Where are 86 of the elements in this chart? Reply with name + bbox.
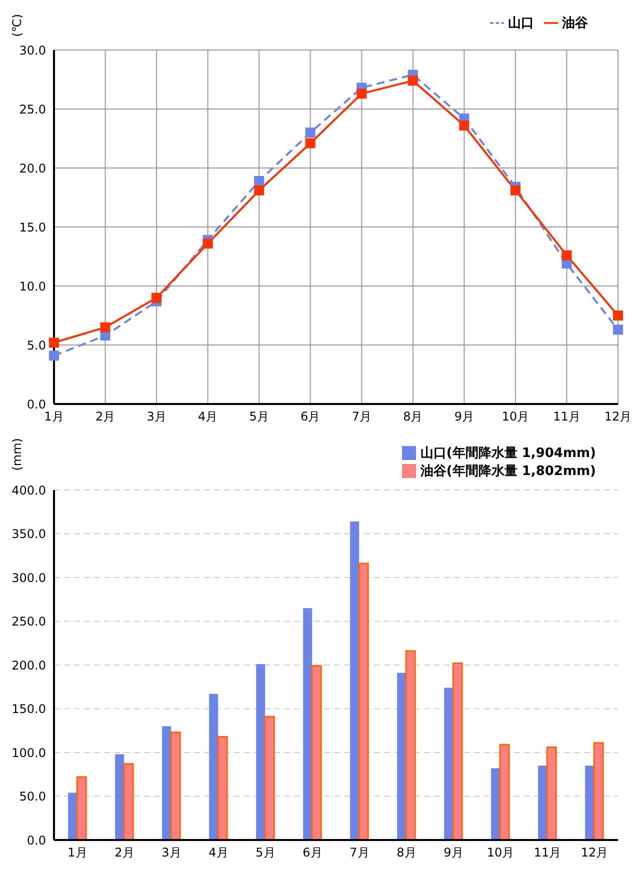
y-axis-title: (mm) — [10, 438, 24, 471]
point — [356, 88, 367, 99]
y-tick-label: 150.0 — [12, 702, 46, 716]
bar — [170, 732, 181, 840]
bar — [358, 562, 369, 840]
x-tick-label: 12月 — [604, 410, 632, 424]
y-tick-label: 300.0 — [12, 570, 46, 585]
x-tick-label: 1月 — [44, 410, 64, 424]
x-tick-label: 3月 — [146, 410, 166, 424]
point — [49, 338, 59, 348]
y-tick-label: 25.0 — [19, 102, 46, 116]
bar — [264, 716, 275, 840]
point — [49, 350, 59, 361]
point — [562, 250, 572, 260]
bar — [444, 688, 454, 840]
x-tick-label: 10月 — [502, 410, 530, 424]
x-tick-label: 5月 — [256, 846, 276, 860]
x-tick-label: 6月 — [300, 410, 320, 424]
x-tick-label: 5月 — [249, 410, 269, 424]
y-tick-label: 0.0 — [26, 833, 46, 848]
point — [100, 322, 110, 332]
bar — [217, 736, 228, 840]
point — [202, 238, 213, 249]
x-tick-label: 7月 — [350, 846, 370, 860]
x-tick-label: 11月 — [534, 846, 562, 860]
y-tick-label: 20.0 — [19, 161, 46, 176]
bar — [499, 744, 510, 840]
y-axis-title: (℃) — [10, 14, 24, 37]
point — [305, 128, 316, 138]
y-tick-label: 30.0 — [19, 43, 46, 58]
bar — [115, 754, 124, 840]
y-tick-label: 10.0 — [19, 279, 46, 294]
bar — [123, 763, 134, 840]
y-tick-label: 0.0 — [26, 397, 46, 412]
y-tick-label: 5.0 — [26, 338, 46, 352]
point — [613, 324, 623, 335]
x-tick-label: 9月 — [444, 846, 464, 860]
point — [254, 176, 264, 186]
y-tick-label: 200.0 — [12, 658, 46, 672]
bar — [311, 665, 322, 840]
point — [305, 138, 316, 148]
bar — [585, 766, 594, 840]
point — [613, 310, 623, 320]
point — [459, 120, 470, 131]
x-tick-label: 9月 — [454, 410, 474, 424]
legend-label: 山口(年間降水量 1,904mm) — [420, 446, 596, 461]
point — [510, 185, 520, 196]
bar — [256, 664, 266, 840]
bar — [397, 672, 406, 840]
point — [152, 292, 162, 303]
bar — [76, 776, 87, 840]
x-tick-label: 2月 — [95, 410, 116, 424]
x-tick-label: 6月 — [302, 846, 322, 860]
bar — [452, 662, 463, 840]
x-tick-label: 12月 — [580, 846, 608, 860]
x-tick-label: 1月 — [68, 846, 88, 860]
legend-label: 山口 — [508, 16, 534, 31]
x-tick-label: 8月 — [403, 410, 423, 424]
bar — [405, 650, 416, 840]
x-tick-label: 4月 — [208, 846, 228, 860]
legend-label: 油谷(年間降水量 1,802mm) — [420, 464, 596, 479]
y-tick-label: 250.0 — [12, 614, 46, 629]
legend-label: 油谷 — [562, 16, 588, 31]
y-tick-label: 100.0 — [12, 746, 46, 760]
x-tick-label: 2月 — [114, 846, 134, 860]
bar — [546, 746, 557, 840]
x-tick-label: 10月 — [486, 846, 514, 860]
point — [408, 76, 418, 86]
x-tick-label: 8月 — [396, 846, 416, 860]
y-tick-label: 15.0 — [19, 220, 46, 234]
x-tick-label: 7月 — [352, 410, 372, 424]
x-tick-label: 3月 — [162, 846, 182, 860]
bar — [350, 522, 360, 840]
bar — [303, 608, 312, 840]
bar — [593, 742, 604, 840]
bar — [538, 766, 548, 840]
bar — [68, 792, 78, 840]
bar — [209, 694, 218, 840]
x-tick-label: 4月 — [198, 410, 218, 424]
y-tick-label: 400.0 — [12, 483, 46, 498]
y-tick-label: 50.0 — [19, 790, 46, 804]
y-tick-label: 350.0 — [12, 527, 46, 542]
x-tick-label: 11月 — [553, 410, 580, 424]
bar — [162, 726, 172, 840]
bar — [491, 768, 500, 840]
point — [254, 185, 264, 196]
